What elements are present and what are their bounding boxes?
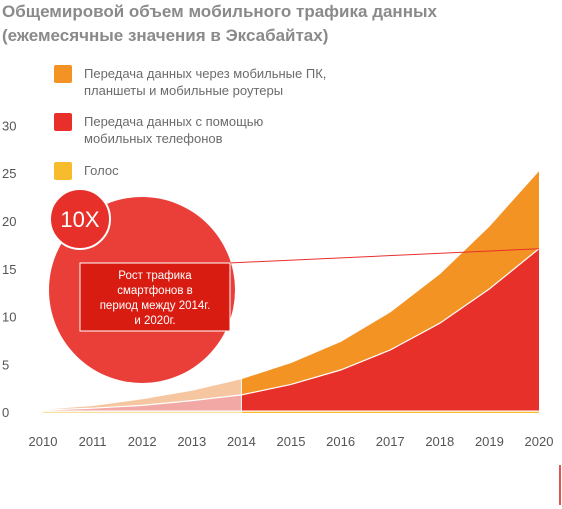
chart-title-line-1: Общемировой объем мобильного трафика дан… (2, 2, 437, 21)
chart-title-line-2: (ежемесячные значения в Эксабайтах) (2, 26, 328, 45)
callout-text-line: и 2020г. (134, 315, 175, 327)
legend-swatch (54, 162, 72, 180)
x-tick-label: 2011 (79, 434, 107, 449)
y-tick-label: 20 (2, 214, 16, 229)
y-tick-label: 25 (2, 166, 16, 181)
x-tick-label: 2019 (475, 434, 504, 449)
ten-x-badge (49, 188, 111, 250)
x-axis: 2010 2011 2012 2013 2014 2015 2016 2017 2018 2019… (29, 434, 554, 449)
series-boundary-line (42, 169, 540, 410)
callout-text-line: период между 2014г. (100, 300, 211, 312)
x-tick-label: 2012 (128, 434, 157, 449)
ten-x-badge-label: 10X (60, 207, 99, 232)
legend-label: Передача данных через мобильные ПК, (84, 66, 326, 81)
growth-annotation: 10X Рост трафика смартфонов в период между … (49, 188, 540, 383)
area-phones-historic (43, 394, 242, 412)
legend-label: планшеты и мобильные роутеры (84, 83, 283, 98)
area-phones-forecast (241, 248, 539, 412)
callout-text-line: смартфонов в (117, 285, 192, 297)
chart-title: Общемировой объем мобильного трафика дан… (2, 2, 437, 45)
legend-label: Передача данных с помощью (84, 114, 264, 129)
legend-swatch (54, 113, 72, 131)
y-tick-label: 10 (2, 310, 16, 325)
x-tick-label: 2014 (227, 434, 256, 449)
legend-label: мобильных телефонов (84, 131, 223, 146)
x-tick-label: 2013 (177, 434, 206, 449)
callout-text-line: Рост трафика (118, 270, 192, 282)
x-tick-label: 2020 (525, 434, 554, 449)
legend-swatch (54, 65, 72, 83)
x-tick-label: 2018 (425, 434, 454, 449)
x-tick-label: 2015 (277, 434, 306, 449)
x-tick-label: 2016 (326, 434, 355, 449)
y-tick-label: 15 (2, 262, 16, 277)
legend-label: Голос (84, 163, 119, 178)
stacked-areas (42, 169, 540, 413)
x-tick-label: 2017 (376, 434, 405, 449)
y-tick-label: 30 (2, 119, 16, 134)
callout-box (79, 262, 231, 332)
y-axis: 0 5 10 15 20 25 30 (2, 119, 16, 421)
legend: Передача данных через мобильные ПК, планш… (54, 65, 326, 180)
y-tick-label: 0 (2, 405, 9, 420)
growth-leader-line (228, 248, 540, 264)
y-tick-label: 5 (2, 357, 9, 372)
series-boundary-line (42, 248, 540, 411)
area-pc-tablets-historic (43, 378, 242, 411)
x-tick-label: 2010 (29, 434, 58, 449)
